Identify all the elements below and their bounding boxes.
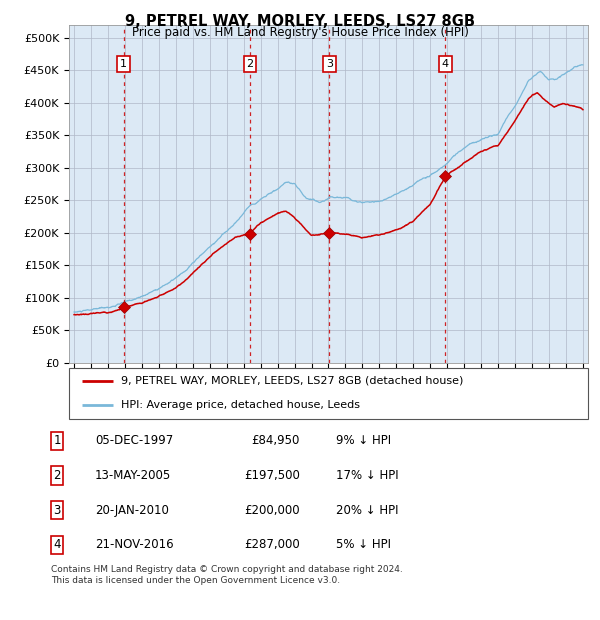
Text: 2: 2: [53, 469, 61, 482]
Text: 13-MAY-2005: 13-MAY-2005: [95, 469, 171, 482]
Text: 4: 4: [53, 539, 61, 551]
Text: £84,950: £84,950: [251, 435, 300, 447]
Text: £287,000: £287,000: [244, 539, 300, 551]
Text: 5% ↓ HPI: 5% ↓ HPI: [336, 539, 391, 551]
Text: 21-NOV-2016: 21-NOV-2016: [95, 539, 173, 551]
Text: 1: 1: [53, 435, 61, 447]
Text: 1: 1: [120, 59, 127, 69]
Text: 3: 3: [53, 504, 61, 516]
Text: 9% ↓ HPI: 9% ↓ HPI: [336, 435, 391, 447]
Text: Price paid vs. HM Land Registry's House Price Index (HPI): Price paid vs. HM Land Registry's House …: [131, 26, 469, 39]
Text: 4: 4: [442, 59, 449, 69]
Text: 20% ↓ HPI: 20% ↓ HPI: [336, 504, 398, 516]
Text: 05-DEC-1997: 05-DEC-1997: [95, 435, 173, 447]
Text: 9, PETREL WAY, MORLEY, LEEDS, LS27 8GB (detached house): 9, PETREL WAY, MORLEY, LEEDS, LS27 8GB (…: [121, 376, 463, 386]
Text: 17% ↓ HPI: 17% ↓ HPI: [336, 469, 398, 482]
Text: 20-JAN-2010: 20-JAN-2010: [95, 504, 169, 516]
Text: Contains HM Land Registry data © Crown copyright and database right 2024.
This d: Contains HM Land Registry data © Crown c…: [51, 565, 403, 585]
Text: £200,000: £200,000: [244, 504, 300, 516]
Text: 9, PETREL WAY, MORLEY, LEEDS, LS27 8GB: 9, PETREL WAY, MORLEY, LEEDS, LS27 8GB: [125, 14, 475, 29]
FancyBboxPatch shape: [69, 368, 588, 418]
Text: £197,500: £197,500: [244, 469, 300, 482]
Text: 2: 2: [247, 59, 254, 69]
Text: HPI: Average price, detached house, Leeds: HPI: Average price, detached house, Leed…: [121, 401, 360, 410]
Text: 3: 3: [326, 59, 333, 69]
